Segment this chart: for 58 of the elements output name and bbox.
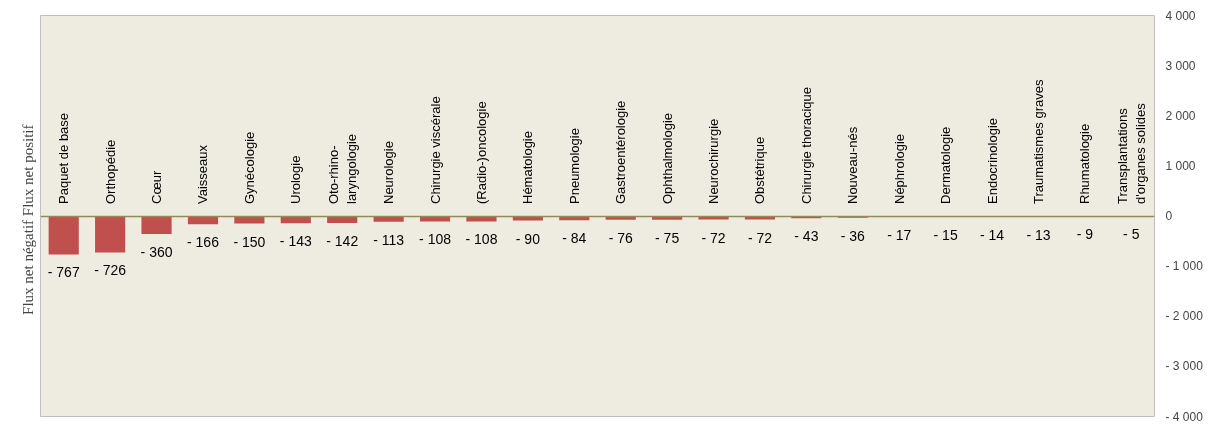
data-label: - 108: [465, 231, 498, 248]
x-tick-label: Cœur: [149, 170, 165, 204]
y-tick-label: 2 000: [1165, 108, 1196, 123]
x-tick-label: Neurochirurgie: [706, 118, 722, 204]
data-label: - 84: [562, 230, 587, 247]
data-label: - 142: [326, 233, 359, 250]
data-label: - 90: [515, 230, 541, 247]
x-tick-label: (Radio-)oncologie: [473, 101, 489, 204]
y-tick-label: 3 000: [1165, 58, 1196, 73]
x-tick-label: Orthopédie: [102, 139, 118, 204]
x-tick-label: Pneumologie: [566, 128, 582, 204]
data-label: - 9: [1076, 226, 1094, 243]
data-label: - 726: [94, 262, 127, 279]
x-tick-label: Transplantations d'organes solides: [1114, 102, 1148, 204]
data-label: - 14: [979, 226, 1005, 243]
x-tick-label: Chirurgie thoracique: [798, 86, 814, 204]
data-label: - 360: [140, 244, 173, 261]
y-tick-label: - 1 000: [1165, 259, 1204, 274]
x-tick-label: Oto-rhino- laryngologie: [325, 133, 359, 204]
x-tick-label: Hématologie: [520, 131, 536, 204]
x-tick-label: Neurologie: [381, 141, 397, 204]
x-tick-label: Ophthalmologie: [659, 112, 675, 204]
y-tick-label: 1 000: [1165, 158, 1196, 173]
data-label: - 75: [655, 229, 680, 246]
data-label: - 13: [1026, 226, 1051, 243]
x-tick-label: Nouveau-nés: [845, 126, 861, 204]
data-label: - 108: [419, 231, 452, 248]
x-tick-label: Chirurgie viscérale: [427, 96, 443, 204]
x-tick-label: Gastroentérologie: [613, 100, 629, 204]
x-tick-label: Gynécologie: [241, 131, 257, 204]
data-label: - 150: [233, 233, 266, 250]
data-label: - 17: [887, 226, 912, 243]
x-tick-label: Rhumatologie: [1077, 123, 1093, 204]
y-axis-title: Flux net négatif Flux net positif: [19, 124, 36, 315]
data-label: - 72: [747, 229, 773, 246]
data-label: - 166: [187, 234, 220, 251]
y-tick-label: 4 000: [1165, 8, 1196, 23]
x-tick-label: Néphrologie: [891, 133, 907, 204]
data-label: - 113: [373, 231, 405, 248]
data-label: - 15: [933, 226, 958, 243]
x-tick-label: Endocrinologie: [984, 117, 1000, 204]
data-label: - 72: [701, 229, 726, 246]
data-label: - 143: [279, 233, 312, 250]
y-tick-label: - 2 000: [1165, 309, 1204, 324]
y-tick-label: 0: [1165, 209, 1173, 223]
data-label: - 767: [47, 264, 80, 281]
data-label: - 43: [794, 228, 819, 245]
y-tick-label: - 4 000: [1165, 409, 1204, 424]
x-tick-label: Obstétrique: [752, 136, 768, 204]
x-tick-label: Vaisseaux: [195, 144, 211, 204]
x-tick-label: Urologie: [288, 155, 304, 204]
data-label: - 5: [1123, 226, 1140, 243]
y-tick-label: - 3 000: [1165, 359, 1204, 374]
x-tick-label: Paquet de base: [56, 112, 72, 204]
x-tick-label: Dermatologie: [938, 126, 954, 204]
data-label: - 36: [840, 227, 866, 244]
data-label: - 76: [608, 229, 633, 246]
x-tick-label: Traumatismes graves: [1030, 79, 1046, 204]
